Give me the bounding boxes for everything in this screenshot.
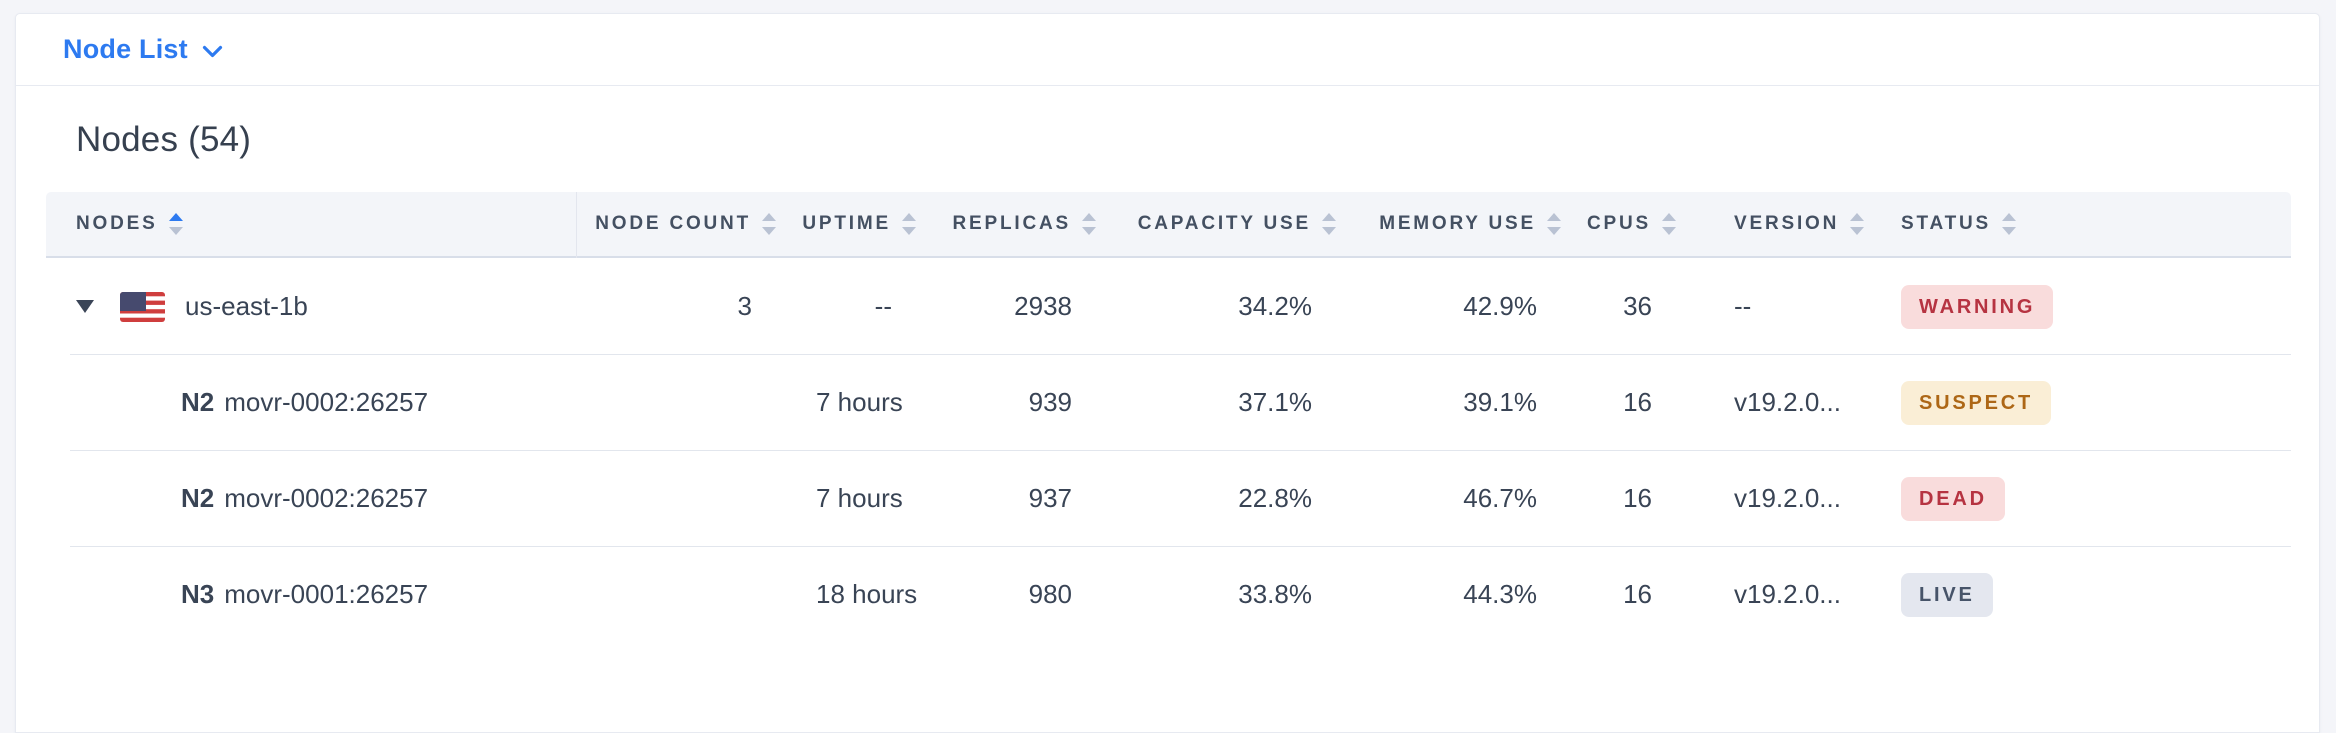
- status-badge: DEAD: [1901, 476, 2005, 521]
- version-cell: v19.2.0...: [1734, 483, 1841, 513]
- capacity-use-cell: 33.8%: [1238, 579, 1312, 609]
- node-id: N3: [181, 579, 215, 609]
- table-row-region[interactable]: us-east-1b 3 -- 2938 34.2% 42.9% 36 -- W…: [46, 258, 2291, 354]
- page-title: Nodes (54): [76, 120, 252, 159]
- sort-icon[interactable]: [1662, 213, 1676, 235]
- node-address: movr-0002:26257: [224, 387, 429, 417]
- cpus-cell: 16: [1623, 387, 1652, 417]
- sort-icon[interactable]: [168, 213, 183, 235]
- cpus-cell: 16: [1623, 483, 1652, 513]
- column-header-node-count[interactable]: NODE COUNT: [576, 213, 816, 235]
- column-header-replicas[interactable]: REPLICAS: [953, 213, 1136, 235]
- collapse-triangle-icon[interactable]: [76, 300, 94, 313]
- cpus-cell: 36: [1623, 291, 1652, 321]
- replicas-cell: 939: [1028, 387, 1072, 417]
- table-header-row: NODES NODE COUNT UPTIME REPLICAS: [46, 192, 2291, 258]
- us-flag-icon: [120, 291, 165, 322]
- status-badge: SUSPECT: [1901, 380, 2052, 425]
- column-header-version[interactable]: VERSION: [1716, 213, 1881, 235]
- memory-use-cell: 39.1%: [1463, 387, 1537, 417]
- uptime-cell: 7 hours: [816, 387, 903, 417]
- replicas-cell: 980: [1028, 579, 1072, 609]
- column-header-nodes[interactable]: NODES: [46, 213, 576, 235]
- sort-icon[interactable]: [1322, 213, 1336, 235]
- status-cell: DEAD: [1881, 476, 2291, 521]
- column-header-cpus[interactable]: CPUS: [1587, 213, 1716, 235]
- version-cell: --: [1734, 291, 1752, 321]
- region-cell: us-east-1b: [46, 291, 576, 322]
- node-count-cell: 3: [737, 291, 752, 321]
- table-row-node[interactable]: N2 movr-0002:26257 7 hours 939 37.1% 39.…: [46, 354, 2291, 450]
- version-cell: v19.2.0...: [1734, 579, 1841, 609]
- replicas-cell: 2938: [1014, 291, 1072, 321]
- uptime-cell: --: [874, 291, 892, 321]
- table-row-node[interactable]: N3 movr-0001:26257 18 hours 980 33.8% 44…: [46, 546, 2291, 642]
- status-cell: WARNING: [1881, 284, 2291, 329]
- node-id: N2: [181, 483, 215, 513]
- nodes-table: NODES NODE COUNT UPTIME REPLICAS: [46, 192, 2291, 642]
- memory-use-cell: 44.3%: [1463, 579, 1537, 609]
- cpus-cell: 16: [1623, 579, 1652, 609]
- node-cell[interactable]: N3 movr-0001:26257: [46, 579, 576, 610]
- capacity-use-cell: 22.8%: [1238, 483, 1312, 513]
- view-dropdown[interactable]: Node List: [63, 34, 223, 65]
- sort-icon[interactable]: [1547, 213, 1561, 235]
- node-id: N2: [181, 387, 215, 417]
- column-header-capacity-use[interactable]: CAPACITY USE: [1136, 213, 1376, 235]
- sort-icon[interactable]: [762, 213, 776, 235]
- version-cell: v19.2.0...: [1734, 387, 1841, 417]
- column-header-memory-use[interactable]: MEMORY USE: [1376, 213, 1601, 235]
- column-header-uptime[interactable]: UPTIME: [802, 213, 956, 235]
- memory-use-cell: 46.7%: [1463, 483, 1537, 513]
- sort-icon[interactable]: [1082, 213, 1096, 235]
- uptime-cell: 18 hours: [816, 579, 918, 609]
- node-list-card: Node List Nodes (54) NODES NODE COUNT: [15, 13, 2320, 733]
- status-cell: SUSPECT: [1881, 380, 2291, 425]
- table-row-node[interactable]: N2 movr-0002:26257 7 hours 937 22.8% 46.…: [46, 450, 2291, 546]
- column-header-status[interactable]: STATUS: [1881, 213, 2291, 235]
- replicas-cell: 937: [1028, 483, 1072, 513]
- node-address: movr-0001:26257: [224, 579, 429, 609]
- node-cell[interactable]: N2 movr-0002:26257: [46, 483, 576, 514]
- sort-icon[interactable]: [1850, 213, 1865, 235]
- status-badge: LIVE: [1901, 572, 1993, 617]
- chevron-down-icon: [202, 45, 222, 57]
- view-dropdown-label: Node List: [63, 34, 188, 64]
- node-address: movr-0002:26257: [224, 483, 429, 513]
- sort-icon[interactable]: [902, 213, 916, 235]
- region-name: us-east-1b: [185, 291, 308, 321]
- uptime-cell: 7 hours: [816, 483, 903, 513]
- capacity-use-cell: 37.1%: [1238, 387, 1312, 417]
- status-badge: WARNING: [1901, 284, 2054, 329]
- capacity-use-cell: 34.2%: [1238, 291, 1312, 321]
- memory-use-cell: 42.9%: [1463, 291, 1537, 321]
- sort-icon[interactable]: [2001, 213, 2016, 235]
- status-cell: LIVE: [1881, 572, 2291, 617]
- node-cell[interactable]: N2 movr-0002:26257: [46, 387, 576, 418]
- view-selector-bar: Node List: [16, 14, 2319, 86]
